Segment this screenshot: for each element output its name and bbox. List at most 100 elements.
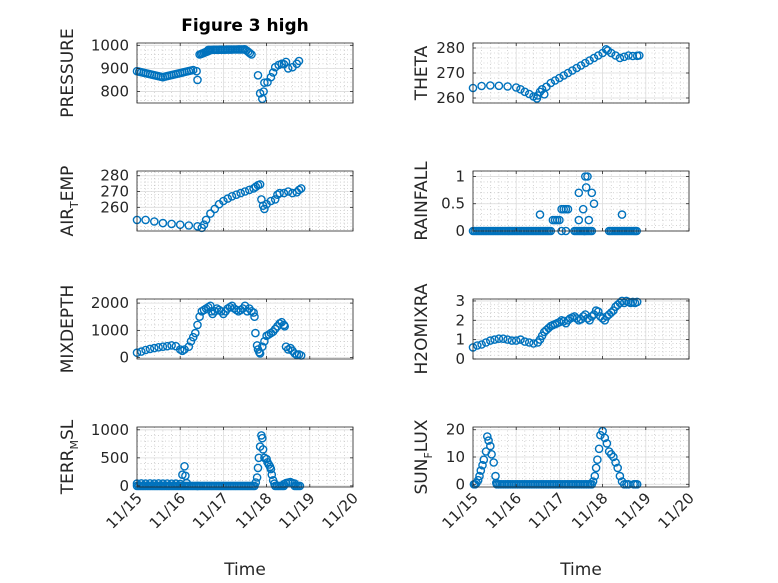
y-tick-label: 3 [455, 292, 465, 310]
subplot-5: 0 1000 2000 MIXDEPTH [58, 285, 354, 373]
data-point [611, 51, 620, 60]
data-point [186, 336, 196, 346]
data-point [472, 341, 482, 350]
axes-frame [136, 170, 354, 232]
data-point [288, 188, 297, 198]
data-point [555, 73, 564, 83]
data-point [250, 312, 259, 322]
data-point [524, 89, 534, 99]
y-axis-label: H2OMIXRA [412, 283, 432, 374]
data-point [477, 340, 486, 349]
data-point [479, 455, 489, 465]
data-point [490, 335, 499, 344]
y-tick-label: 0 [119, 349, 129, 367]
data-point [583, 172, 592, 181]
data-point [482, 432, 492, 441]
data-point [227, 191, 237, 201]
data-point [158, 218, 168, 228]
data-point [581, 58, 590, 68]
axes-frame [136, 42, 354, 104]
y-axis-label: TERRMSL [58, 419, 81, 495]
data-point [574, 188, 584, 198]
data-point [283, 187, 293, 196]
data-point [598, 314, 607, 323]
y-tick-label: 280 [100, 167, 129, 185]
data-point [240, 301, 250, 311]
x-tick-label: 11/16 [146, 489, 189, 532]
data-point [503, 335, 512, 344]
data-point [268, 68, 278, 77]
data-point [475, 471, 484, 481]
data-point [524, 338, 534, 347]
data-point [184, 342, 194, 352]
data-point [520, 337, 530, 346]
data-point [485, 81, 495, 90]
x-tick-label: 11/19 [611, 489, 654, 532]
y-tick-label: 0 [455, 222, 465, 240]
data-point [253, 71, 263, 80]
data-point [180, 345, 189, 354]
figure-title: Figure 3 high [181, 16, 309, 36]
subplot-6: 01 23 H2OMIXRA [412, 283, 690, 375]
y-tick-label: 1000 [91, 421, 129, 439]
data-point [266, 464, 276, 474]
subplot-8: 0 10 20 11/15 11/16 11/17 11/18 11/19 11/20 SUNFL… [412, 419, 698, 580]
subplot-7: 0 500 1000 11/15 11/16 11/17 11/18 11/19 11/20 TE… [58, 419, 362, 580]
data-point [507, 336, 517, 345]
data-point [188, 65, 198, 75]
x-tick-label: 11/16 [482, 489, 525, 532]
y-axis-label: RAINFALL [412, 161, 432, 241]
data-point [511, 336, 521, 345]
x-tick-label: 11/17 [189, 489, 232, 532]
data-point [280, 321, 290, 331]
data-point [624, 51, 633, 60]
data-point [619, 52, 629, 62]
x-tick-label: 11/15 [439, 489, 482, 532]
data-point [260, 78, 269, 87]
data-point [193, 320, 202, 330]
data-point [602, 439, 612, 448]
data-point [206, 209, 215, 218]
axes-frame [472, 170, 690, 232]
data-point [294, 56, 304, 66]
data-point [609, 452, 618, 462]
data-point [635, 51, 644, 60]
y-tick-label: 270 [100, 183, 129, 201]
data-point [136, 347, 146, 356]
data-point [266, 72, 276, 82]
data-point [270, 195, 280, 204]
axes-frame [472, 298, 690, 360]
data-point [550, 76, 560, 85]
subplot-4: 0 0.5 1 RAINFALL [412, 161, 690, 241]
y-axis-label: PRESSURE [58, 28, 78, 117]
y-tick-label: 0 [119, 477, 129, 495]
data-point [572, 63, 582, 73]
data-point [149, 343, 159, 353]
data-point [593, 455, 602, 465]
data-point [585, 56, 594, 65]
data-point [245, 48, 255, 58]
x-tick-label: 11/15 [103, 489, 146, 532]
data-point [158, 342, 168, 352]
data-point [477, 81, 486, 91]
data-point [535, 87, 545, 97]
data-point [255, 180, 265, 189]
x-tick-label: 11/20 [319, 489, 362, 532]
data-point [540, 90, 549, 99]
data-point [535, 210, 545, 219]
y-tick-label: 20 [446, 421, 465, 439]
data-point [494, 81, 504, 91]
y-tick-label: 260 [436, 89, 465, 107]
data-point [167, 219, 176, 229]
data-point [141, 345, 150, 355]
data-point [167, 341, 176, 350]
data-point [294, 185, 304, 195]
data-point [195, 312, 204, 322]
data-point [581, 183, 591, 192]
x-tick-label: 11/19 [275, 489, 318, 532]
y-tick-label: 260 [100, 198, 129, 216]
y-tick-label: 1000 [91, 36, 129, 54]
data-point [249, 308, 258, 317]
data-point [266, 196, 276, 206]
y-tick-label: 10 [446, 448, 465, 466]
